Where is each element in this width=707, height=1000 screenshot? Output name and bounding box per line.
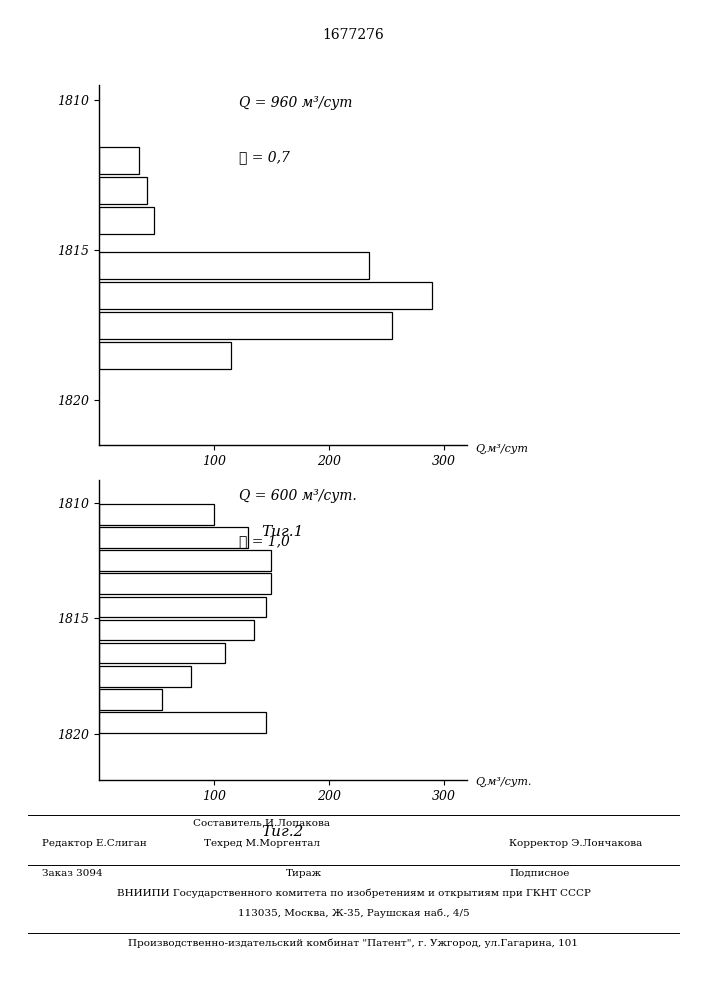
Text: Q = 960 м³/сут: Q = 960 м³/сут: [239, 96, 352, 110]
Text: 113035, Москва, Ж-35, Раушская наб., 4/5: 113035, Москва, Ж-35, Раушская наб., 4/5: [238, 909, 469, 918]
Bar: [99, 251, 369, 279]
Text: Q = 600 м³/сут.: Q = 600 м³/сут.: [239, 489, 356, 503]
Bar: [99, 282, 432, 309]
Bar: [99, 597, 266, 617]
Bar: [99, 312, 392, 339]
Text: Техред М.Моргентал: Техред М.Моргентал: [204, 839, 320, 848]
Bar: [99, 620, 254, 640]
Bar: [99, 573, 271, 594]
Text: ℓ = 0,7: ℓ = 0,7: [239, 150, 290, 164]
Text: Производственно-издательский комбинат "Патент", г. Ужгород, ул.Гагарина, 101: Производственно-издательский комбинат "П…: [129, 938, 578, 948]
Text: Тираж: Тираж: [286, 869, 322, 878]
Bar: [99, 146, 139, 174]
Text: Q,м³/сут: Q,м³/сут: [476, 444, 529, 454]
Bar: [99, 712, 266, 733]
Text: Подписное: Подписное: [509, 869, 569, 878]
Bar: [99, 527, 248, 548]
Bar: [99, 689, 162, 710]
Bar: [99, 504, 214, 525]
Text: Составитель И.Лопакова: Составитель И.Лопакова: [193, 819, 330, 828]
Bar: [99, 550, 271, 571]
Bar: [99, 176, 147, 204]
Text: ВНИИПИ Государственного комитета по изобретениям и открытиям при ГКНТ СССР: ВНИИПИ Государственного комитета по изоб…: [117, 889, 590, 899]
Bar: [99, 643, 226, 663]
Text: Заказ 3094: Заказ 3094: [42, 869, 103, 878]
Text: Τиг.1: Τиг.1: [262, 525, 304, 539]
Text: Τиг.2: Τиг.2: [262, 825, 304, 839]
Text: Корректор Э.Лончакова: Корректор Э.Лончакова: [509, 839, 642, 848]
Text: 1677276: 1677276: [322, 28, 385, 42]
Bar: [99, 666, 191, 687]
Text: ℓ = 1,0: ℓ = 1,0: [239, 534, 290, 548]
Bar: [99, 342, 231, 369]
Text: Редактор Е.Слиган: Редактор Е.Слиган: [42, 839, 147, 848]
Text: Q,м³/сут.: Q,м³/сут.: [476, 777, 532, 787]
Bar: [99, 207, 154, 234]
